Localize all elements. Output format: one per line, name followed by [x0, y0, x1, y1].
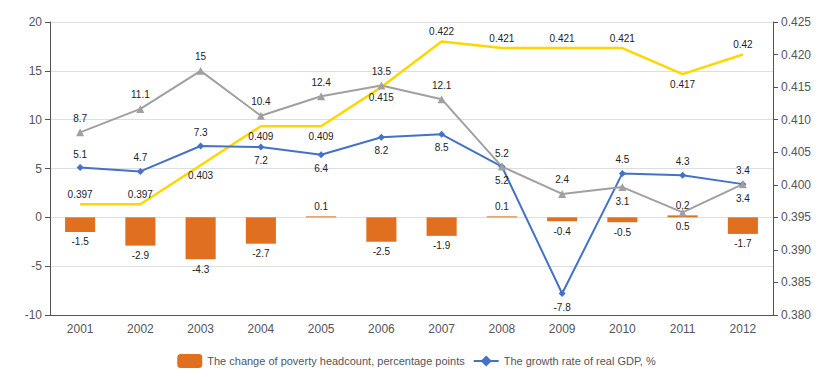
- svg-text:10.4: 10.4: [251, 96, 271, 107]
- svg-text:0.5: 0.5: [676, 221, 690, 232]
- svg-text:5.2: 5.2: [495, 175, 509, 186]
- svg-text:0.1: 0.1: [314, 201, 328, 212]
- svg-text:12.4: 12.4: [311, 77, 331, 88]
- svg-text:2008: 2008: [489, 322, 516, 336]
- svg-text:2.4: 2.4: [555, 174, 569, 185]
- svg-text:0.409: 0.409: [248, 131, 273, 142]
- svg-text:0.422: 0.422: [429, 26, 454, 37]
- svg-text:2012: 2012: [730, 322, 757, 336]
- svg-text:2011: 2011: [670, 322, 696, 336]
- svg-text:6.4: 6.4: [314, 163, 328, 174]
- svg-text:15: 15: [195, 51, 207, 62]
- svg-text:2001: 2001: [67, 322, 94, 336]
- svg-text:0.390: 0.390: [781, 243, 811, 257]
- svg-text:10: 10: [29, 113, 43, 127]
- svg-text:12.1: 12.1: [432, 80, 452, 91]
- svg-text:7.2: 7.2: [254, 155, 268, 166]
- svg-text:-4.3: -4.3: [192, 264, 210, 275]
- svg-text:15: 15: [29, 64, 43, 78]
- svg-text:0.2: 0.2: [675, 199, 690, 211]
- svg-text:0.380: 0.380: [781, 308, 811, 322]
- svg-text:0.397: 0.397: [128, 189, 153, 200]
- svg-text:2002: 2002: [127, 322, 154, 336]
- svg-text:The change of poverty headcoun: The change of poverty headcount, percent…: [207, 355, 465, 367]
- svg-text:-1.9: -1.9: [433, 240, 451, 251]
- svg-text:0.410: 0.410: [781, 113, 811, 127]
- svg-text:0.1: 0.1: [495, 201, 509, 212]
- svg-text:0.415: 0.415: [369, 92, 394, 103]
- svg-text:3.4: 3.4: [736, 193, 750, 204]
- svg-text:8.5: 8.5: [435, 142, 449, 153]
- svg-text:0.395: 0.395: [781, 210, 811, 224]
- svg-text:2006: 2006: [368, 322, 395, 336]
- svg-text:2004: 2004: [248, 322, 275, 336]
- svg-text:The growth rate of real GDP, %: The growth rate of real GDP, %: [504, 355, 656, 367]
- svg-text:0.420: 0.420: [781, 48, 811, 62]
- svg-text:2003: 2003: [187, 322, 214, 336]
- svg-text:4.7: 4.7: [133, 152, 147, 163]
- svg-text:11.1: 11.1: [131, 89, 150, 100]
- svg-text:8.7: 8.7: [73, 113, 87, 124]
- svg-text:0.42: 0.42: [733, 39, 753, 50]
- svg-text:-0.5: -0.5: [614, 227, 632, 238]
- svg-text:0.400: 0.400: [781, 178, 811, 192]
- svg-text:-10: -10: [25, 308, 43, 322]
- svg-text:4.5: 4.5: [615, 154, 629, 165]
- svg-text:0.385: 0.385: [781, 275, 811, 289]
- svg-text:2005: 2005: [308, 322, 335, 336]
- svg-text:-7.8: -7.8: [554, 302, 572, 313]
- svg-text:5.2: 5.2: [495, 148, 509, 159]
- svg-text:-2.5: -2.5: [373, 246, 391, 257]
- svg-text:0.421: 0.421: [550, 33, 575, 44]
- svg-text:7.3: 7.3: [194, 127, 208, 138]
- svg-text:0.421: 0.421: [610, 33, 635, 44]
- svg-text:2007: 2007: [428, 322, 455, 336]
- svg-text:-5: -5: [31, 259, 42, 273]
- svg-text:0.409: 0.409: [309, 131, 334, 142]
- svg-text:-1.7: -1.7: [734, 238, 752, 249]
- svg-text:0.403: 0.403: [188, 170, 213, 181]
- svg-text:-2.7: -2.7: [252, 248, 270, 259]
- svg-text:0.415: 0.415: [781, 80, 811, 94]
- svg-text:-1.5: -1.5: [72, 236, 90, 247]
- svg-text:3.4: 3.4: [736, 165, 750, 176]
- svg-text:5.1: 5.1: [73, 149, 87, 160]
- svg-text:0: 0: [35, 210, 42, 224]
- svg-text:-0.4: -0.4: [554, 226, 572, 237]
- svg-text:8.2: 8.2: [374, 145, 388, 156]
- svg-text:0.421: 0.421: [489, 33, 514, 44]
- svg-text:0.425: 0.425: [781, 15, 811, 29]
- svg-text:20: 20: [29, 15, 43, 29]
- svg-text:0.405: 0.405: [781, 145, 811, 159]
- svg-text:2009: 2009: [549, 322, 576, 336]
- svg-text:5: 5: [35, 162, 42, 176]
- svg-text:3.1: 3.1: [615, 196, 629, 207]
- svg-text:0.417: 0.417: [670, 79, 695, 90]
- svg-text:13.5: 13.5: [372, 66, 392, 77]
- svg-text:0.397: 0.397: [68, 189, 93, 200]
- svg-text:-2.9: -2.9: [132, 250, 150, 261]
- svg-text:2010: 2010: [609, 322, 636, 336]
- svg-text:4.3: 4.3: [676, 156, 690, 167]
